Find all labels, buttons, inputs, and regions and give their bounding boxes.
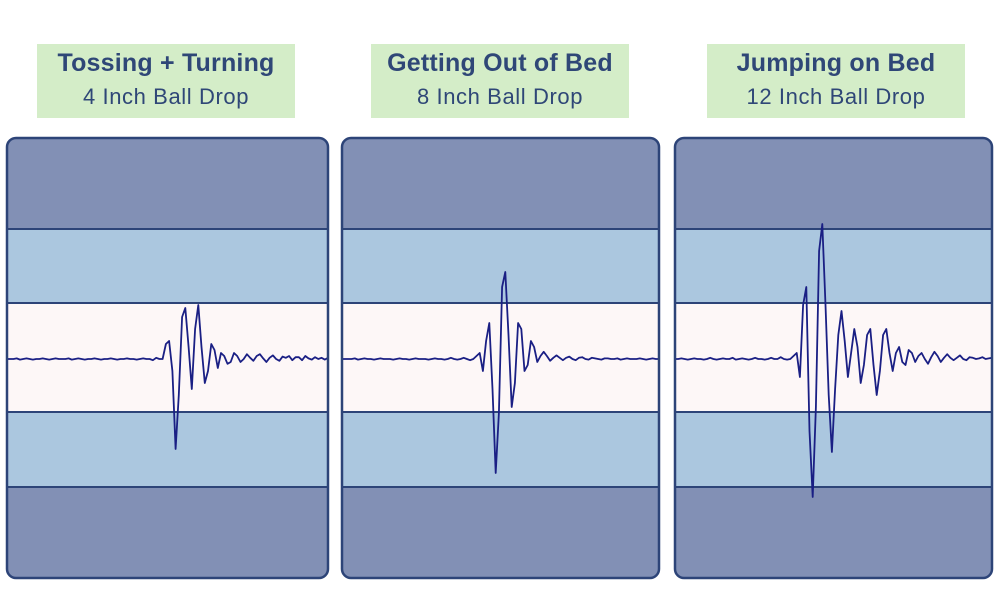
mid-band-bottom: [342, 412, 659, 487]
panel-title: Jumping on Bed: [736, 49, 936, 77]
vibration-trace: [342, 271, 659, 474]
panel-frame: [673, 136, 994, 580]
waveform-panel-0: [5, 136, 330, 580]
vibration-trace: [7, 304, 328, 450]
outer-band-bottom: [342, 487, 659, 578]
panel-label-getting-out-of-bed: Getting Out of Bed 8 Inch Ball Drop: [371, 44, 629, 118]
panel-subtitle: 4 Inch Ball Drop: [82, 84, 250, 109]
panel-subtitle: 8 Inch Ball Drop: [416, 84, 584, 109]
mid-band-top: [342, 229, 659, 303]
panel-title: Getting Out of Bed: [387, 49, 613, 77]
waveform-panel-2: [673, 136, 994, 580]
vibration-trace: [675, 223, 992, 498]
panel-frame: [5, 136, 330, 580]
outer-band-top: [7, 138, 328, 229]
mid-band-top: [675, 229, 992, 303]
panel-subtitle: 12 Inch Ball Drop: [746, 84, 926, 109]
panel-label-tossing-turning: Tossing + Turning 4 Inch Ball Drop: [37, 44, 295, 118]
mid-band-top: [7, 229, 328, 303]
panel-title: Tossing + Turning: [57, 49, 275, 77]
panel-label-jumping-on-bed: Jumping on Bed 12 Inch Ball Drop: [707, 44, 965, 118]
panel-frame: [340, 136, 661, 580]
outer-band-top: [675, 138, 992, 229]
outer-band-bottom: [7, 487, 328, 578]
waveform-panel-1: [340, 136, 661, 580]
outer-band-bottom: [675, 487, 992, 578]
outer-band-top: [342, 138, 659, 229]
center-band: [7, 303, 328, 412]
mid-band-bottom: [7, 412, 328, 487]
